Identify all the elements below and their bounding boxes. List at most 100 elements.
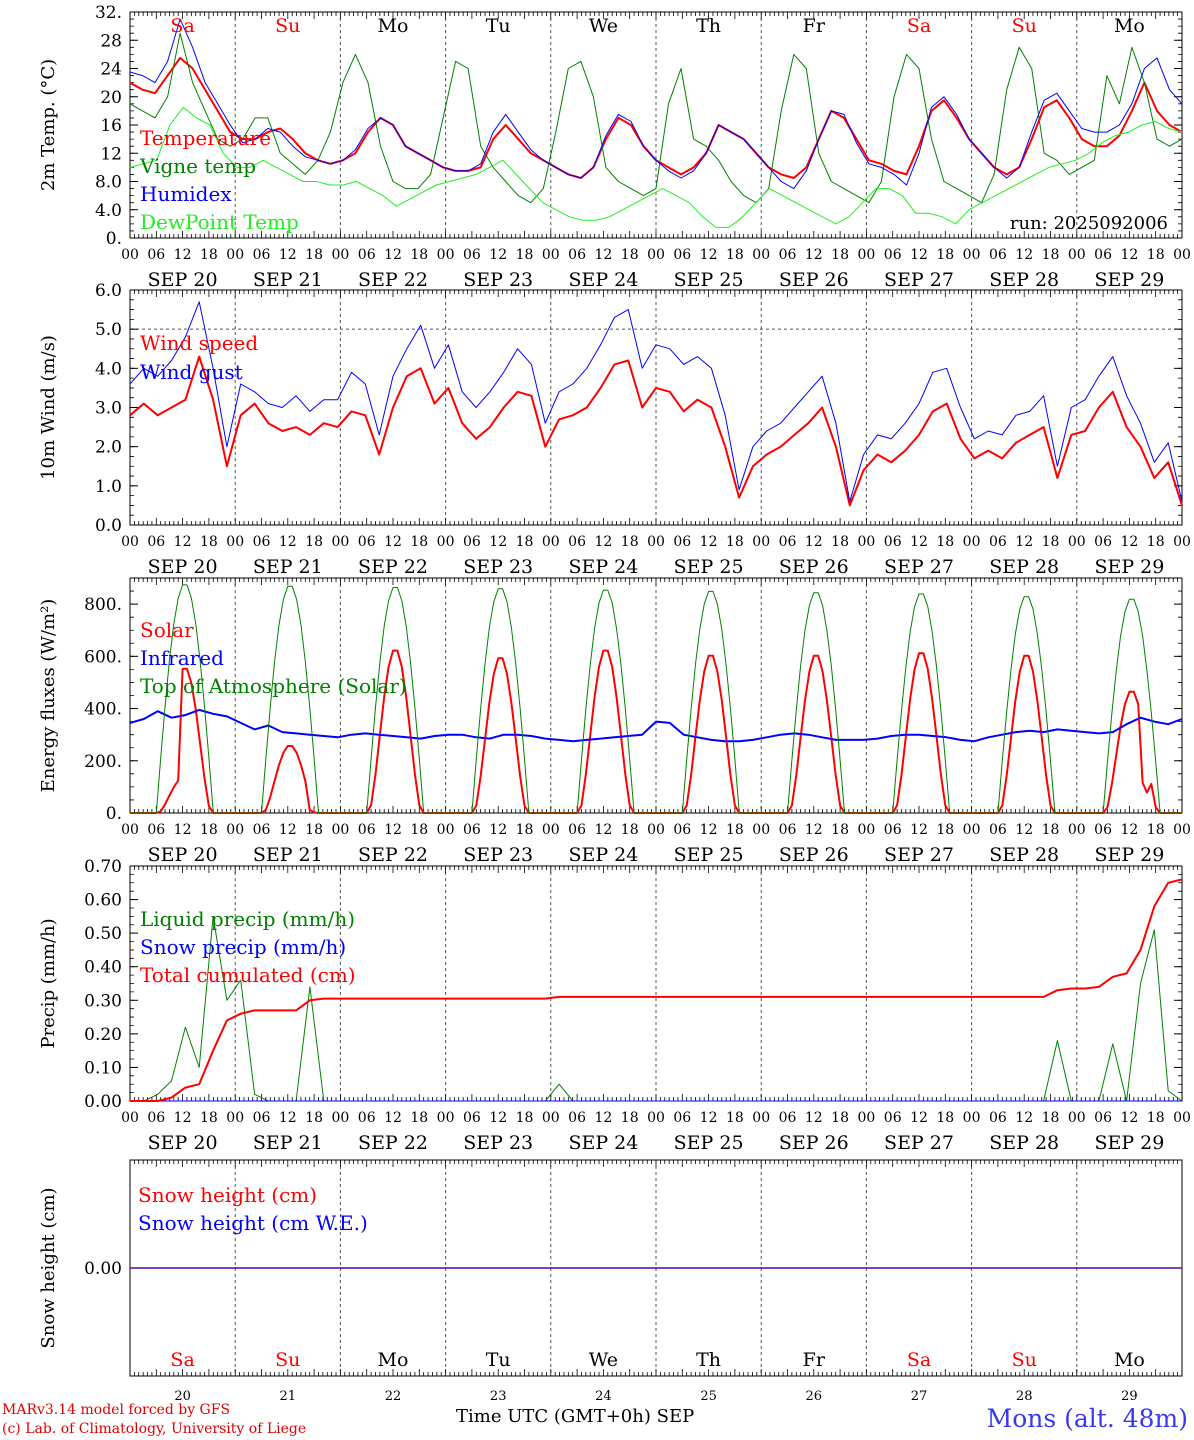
weekday-label-bottom: Su xyxy=(275,1349,300,1371)
y-tick-label: 24 xyxy=(100,60,122,80)
hour-tick-label: 00 xyxy=(331,534,349,550)
hour-tick-label: 18 xyxy=(831,534,849,550)
y-tick-label: 0.40 xyxy=(84,958,122,978)
y-tick-label: 0. xyxy=(106,229,122,249)
date-label: SEP 27 xyxy=(884,269,954,291)
day-number-label: 23 xyxy=(490,1389,507,1404)
hour-tick-label: 12 xyxy=(700,822,718,838)
series-wind-gust xyxy=(129,301,1183,502)
hour-tick-label: 12 xyxy=(594,822,612,838)
date-label: SEP 25 xyxy=(674,844,744,866)
hour-tick-label: 06 xyxy=(884,247,902,263)
hour-tick-label: 18 xyxy=(936,247,954,263)
model-credit: MARv3.14 model forced by GFS xyxy=(2,1402,231,1418)
date-label: SEP 22 xyxy=(358,269,428,291)
day-number-label: 22 xyxy=(385,1389,402,1404)
legend-entry: Snow precip (mm/h) xyxy=(140,935,346,959)
x-axis-title-text: Time UTC (GMT+0h) xyxy=(456,1406,651,1427)
day-number-label: 24 xyxy=(595,1389,612,1404)
hour-tick-label: 18 xyxy=(621,534,639,550)
hour-tick-label: 12 xyxy=(384,822,402,838)
hour-tick-label: 06 xyxy=(253,822,271,838)
date-label: SEP 28 xyxy=(989,269,1059,291)
hour-tick-label: 00 xyxy=(752,822,770,838)
hour-tick-label: 12 xyxy=(489,822,507,838)
x-axis-month: SEP xyxy=(656,1406,695,1427)
y-tick-label: 32. xyxy=(95,3,122,23)
weekday-label-top: Sa xyxy=(170,15,194,37)
hour-tick-label: 18 xyxy=(1147,1110,1165,1126)
weekday-label-top: Th xyxy=(696,15,721,37)
day-number-label: 20 xyxy=(174,1389,191,1404)
hour-tick-label: 18 xyxy=(410,534,428,550)
hour-tick-label: 12 xyxy=(384,247,402,263)
date-label: SEP 25 xyxy=(674,1132,744,1154)
hour-tick-label: 18 xyxy=(1042,534,1060,550)
hour-tick-label: 18 xyxy=(726,247,744,263)
hour-tick-label: 00 xyxy=(542,822,560,838)
y-tick-label: 0.0 xyxy=(95,516,122,536)
hour-tick-label: 00 xyxy=(647,1110,665,1126)
weekday-label-bottom: Su xyxy=(1012,1349,1037,1371)
hour-tick-label: 00 xyxy=(226,247,244,263)
hour-tick-label: 00 xyxy=(1173,534,1191,550)
date-label: SEP 21 xyxy=(253,269,323,291)
date-label: SEP 26 xyxy=(779,269,849,291)
y-tick-label: 5.0 xyxy=(95,320,122,340)
hour-tick-label: 12 xyxy=(1120,534,1138,550)
hour-tick-label: 18 xyxy=(936,1110,954,1126)
hour-tick-label: 00 xyxy=(1173,247,1191,263)
panel-temp: 0. 4.0 8.0 12 16 20 24 28 32. 2m Temp. (°C) 00 06 12… xyxy=(38,3,1191,291)
date-label: SEP 26 xyxy=(779,1132,849,1154)
hour-tick-label: 18 xyxy=(305,247,323,263)
hour-tick-label: 18 xyxy=(936,534,954,550)
hour-tick-label: 18 xyxy=(516,822,534,838)
date-label: SEP 29 xyxy=(1094,1132,1164,1154)
hour-tick-label: 00 xyxy=(963,1110,981,1126)
weekday-label-bottom: We xyxy=(589,1349,618,1371)
y-tick-label: 0.30 xyxy=(84,991,122,1011)
date-label: SEP 24 xyxy=(568,556,638,578)
y-tick-label: 28 xyxy=(100,31,122,51)
date-label: SEP 28 xyxy=(989,556,1059,578)
day-number-label: 28 xyxy=(1016,1389,1033,1404)
hour-tick-label: 12 xyxy=(1015,247,1033,263)
hour-tick-label: 06 xyxy=(1094,822,1112,838)
date-label: SEP 21 xyxy=(253,556,323,578)
day-number-label: 29 xyxy=(1121,1389,1138,1404)
y-tick-label: 1.0 xyxy=(95,477,122,497)
hour-tick-label: 12 xyxy=(279,822,297,838)
hour-tick-label: 06 xyxy=(989,247,1007,263)
weekday-label-bottom: Fr xyxy=(803,1349,826,1371)
hour-tick-label: 18 xyxy=(1147,534,1165,550)
hour-tick-label: 00 xyxy=(1173,1110,1191,1126)
hour-tick-label: 06 xyxy=(673,534,691,550)
hour-tick-label: 00 xyxy=(121,534,139,550)
weekday-label-bottom: Mo xyxy=(378,1349,409,1371)
date-label: SEP 22 xyxy=(358,556,428,578)
hour-tick-label: 06 xyxy=(673,1110,691,1126)
y-tick-label: 16 xyxy=(100,116,122,136)
legend-entry: Wind speed xyxy=(140,331,258,355)
hour-tick-label: 18 xyxy=(621,247,639,263)
hour-tick-label: 12 xyxy=(174,247,192,263)
day-number-label: 26 xyxy=(806,1389,823,1404)
legend-entry: Solar xyxy=(140,618,194,642)
date-label: SEP 24 xyxy=(568,1132,638,1154)
hour-tick-label: 06 xyxy=(989,1110,1007,1126)
hour-tick-label: 00 xyxy=(121,247,139,263)
date-label: SEP 21 xyxy=(253,844,323,866)
hour-tick-label: 06 xyxy=(779,534,797,550)
y-tick-label: 0.10 xyxy=(84,1058,122,1078)
legend-entry: Total cumulated (cm) xyxy=(140,963,356,987)
hour-tick-label: 06 xyxy=(779,1110,797,1126)
y-tick-label: 200. xyxy=(84,752,122,772)
hour-tick-label: 18 xyxy=(305,822,323,838)
hour-tick-label: 06 xyxy=(989,534,1007,550)
hour-tick-label: 12 xyxy=(384,1110,402,1126)
date-label: SEP 20 xyxy=(148,556,218,578)
hour-tick-label: 12 xyxy=(910,534,928,550)
y-tick-label: 8.0 xyxy=(95,173,122,193)
hour-tick-label: 00 xyxy=(647,247,665,263)
hour-tick-label: 12 xyxy=(279,534,297,550)
